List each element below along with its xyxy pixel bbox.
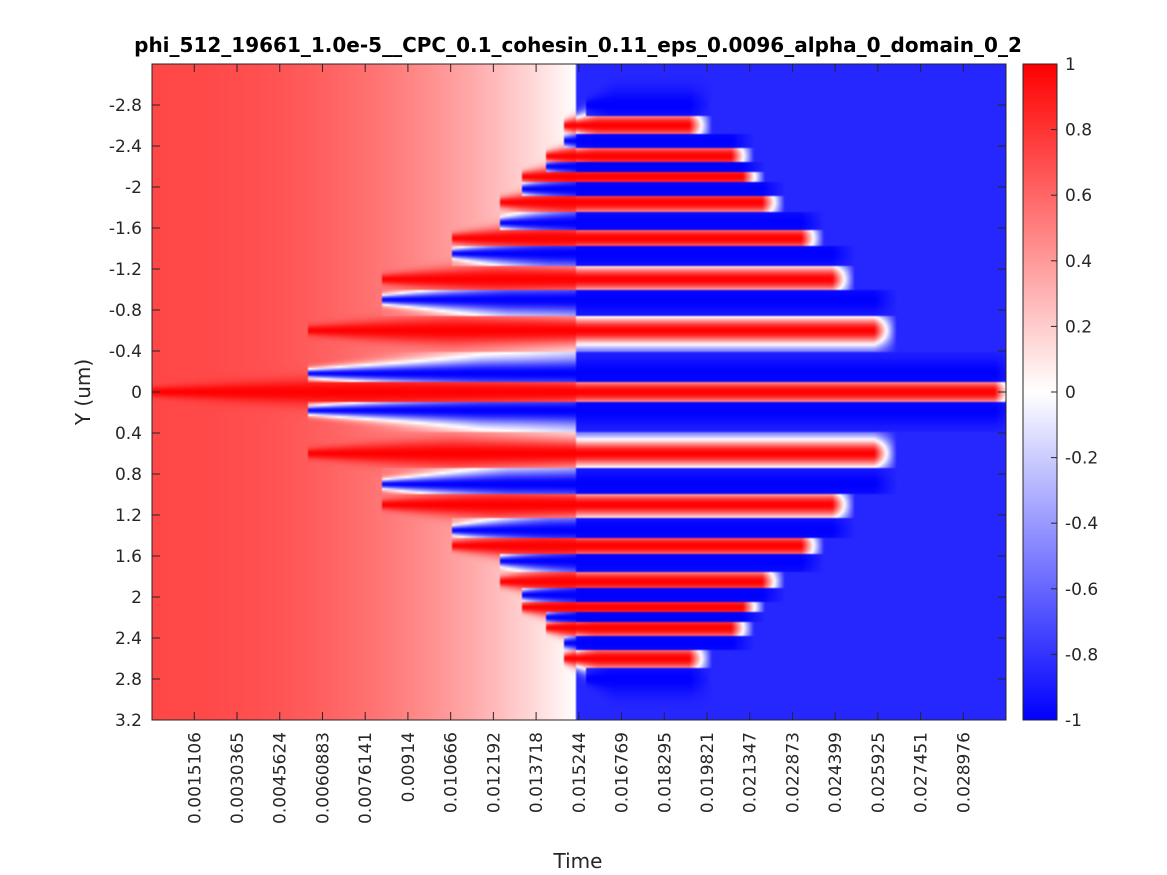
colorbar-ticks: 1 0.8 0.6 0.4 0.2 0 -0.2 -0.4 -0.6 -0.8 -1 <box>1051 55 1098 731</box>
x-tick-label: 0.0015106 <box>185 732 205 824</box>
x-axis: 0.0015106 0.0030365 0.0045624 0.0060883 0.00… <box>185 64 974 824</box>
x-tick-label: 0.019821 <box>698 732 718 813</box>
y-tick-label: -2 <box>125 178 142 198</box>
y-tick-label: -2.8 <box>109 96 142 116</box>
y-tick-label: -0.4 <box>109 342 142 362</box>
y-tick-label: -0.8 <box>109 301 142 321</box>
y-axis-title: Y (um) <box>71 359 95 426</box>
y-tick-label: 0 <box>131 383 142 403</box>
x-axis-title: Time <box>553 849 603 873</box>
y-tick-label: -1.6 <box>109 219 142 239</box>
x-tick-label: 0.022873 <box>783 732 803 813</box>
x-tick-label: 0.0045624 <box>271 732 291 824</box>
y-tick-label: 0.8 <box>115 465 142 485</box>
colorbar-tick-label: -0.4 <box>1065 514 1098 534</box>
x-tick-label: 0.013718 <box>527 732 547 813</box>
x-tick-label: 0.012192 <box>484 732 504 813</box>
x-tick-label: 0.010666 <box>442 732 462 813</box>
colorbar-tick-label: 0.4 <box>1065 252 1092 272</box>
colorbar-tick-label: 0.6 <box>1065 186 1092 206</box>
chart-title: phi_512_19661_1.0e-5__CPC_0.1_cohesin_0.… <box>134 33 1022 57</box>
colorbar-tick-label: -0.6 <box>1065 580 1098 600</box>
colorbar-tick-label: -0.2 <box>1065 449 1098 469</box>
y-tick-label: 1.2 <box>115 506 142 526</box>
heatmap-plot-area <box>151 63 1007 721</box>
y-tick-label: 3.2 <box>115 711 142 731</box>
colorbar-tick-label: -0.8 <box>1065 645 1098 665</box>
x-tick-label: 0.027451 <box>912 732 932 813</box>
y-tick-label: 2.4 <box>115 629 142 649</box>
y-tick-label: 1.6 <box>115 547 142 567</box>
heatmap-image <box>152 64 1006 720</box>
x-tick-label: 0.015244 <box>570 732 590 813</box>
colorbar-tick-label: 0.8 <box>1065 121 1092 141</box>
y-tick-label: 2.8 <box>115 670 142 690</box>
x-tick-label: 0.016769 <box>613 732 633 813</box>
x-tick-label: 0.025925 <box>869 732 889 813</box>
colorbar-tick-label: 0.2 <box>1065 317 1092 337</box>
colorbar: 1 0.8 0.6 0.4 0.2 0 -0.2 -0.4 -0.6 -0.8 -1 <box>1022 55 1098 731</box>
colorbar-tick-label: -1 <box>1065 711 1082 731</box>
y-tick-label: 2 <box>131 588 142 608</box>
colorbar-tick-label: 0 <box>1065 383 1076 403</box>
x-tick-label: 0.0030365 <box>228 732 248 824</box>
x-tick-label: 0.021347 <box>741 732 761 813</box>
y-tick-label: -1.2 <box>109 260 142 280</box>
colorbar-tick-label: 1 <box>1065 55 1076 75</box>
x-tick-label: 0.00914 <box>399 732 419 802</box>
x-tick-label: 0.028976 <box>954 732 974 813</box>
x-tick-label: 0.018295 <box>655 732 675 813</box>
x-tick-label: 0.0060883 <box>313 732 333 824</box>
y-tick-label: -2.4 <box>109 137 142 157</box>
x-tick-label: 0.024399 <box>826 732 846 813</box>
y-tick-label: 0.4 <box>115 424 142 444</box>
y-axis: -2.8 -2.4 -2 -1.6 -1.2 -0.8 -0.4 0 0.4 0.8 1.2 1.6 2… <box>109 96 1006 731</box>
x-tick-label: 0.0076141 <box>356 732 376 824</box>
